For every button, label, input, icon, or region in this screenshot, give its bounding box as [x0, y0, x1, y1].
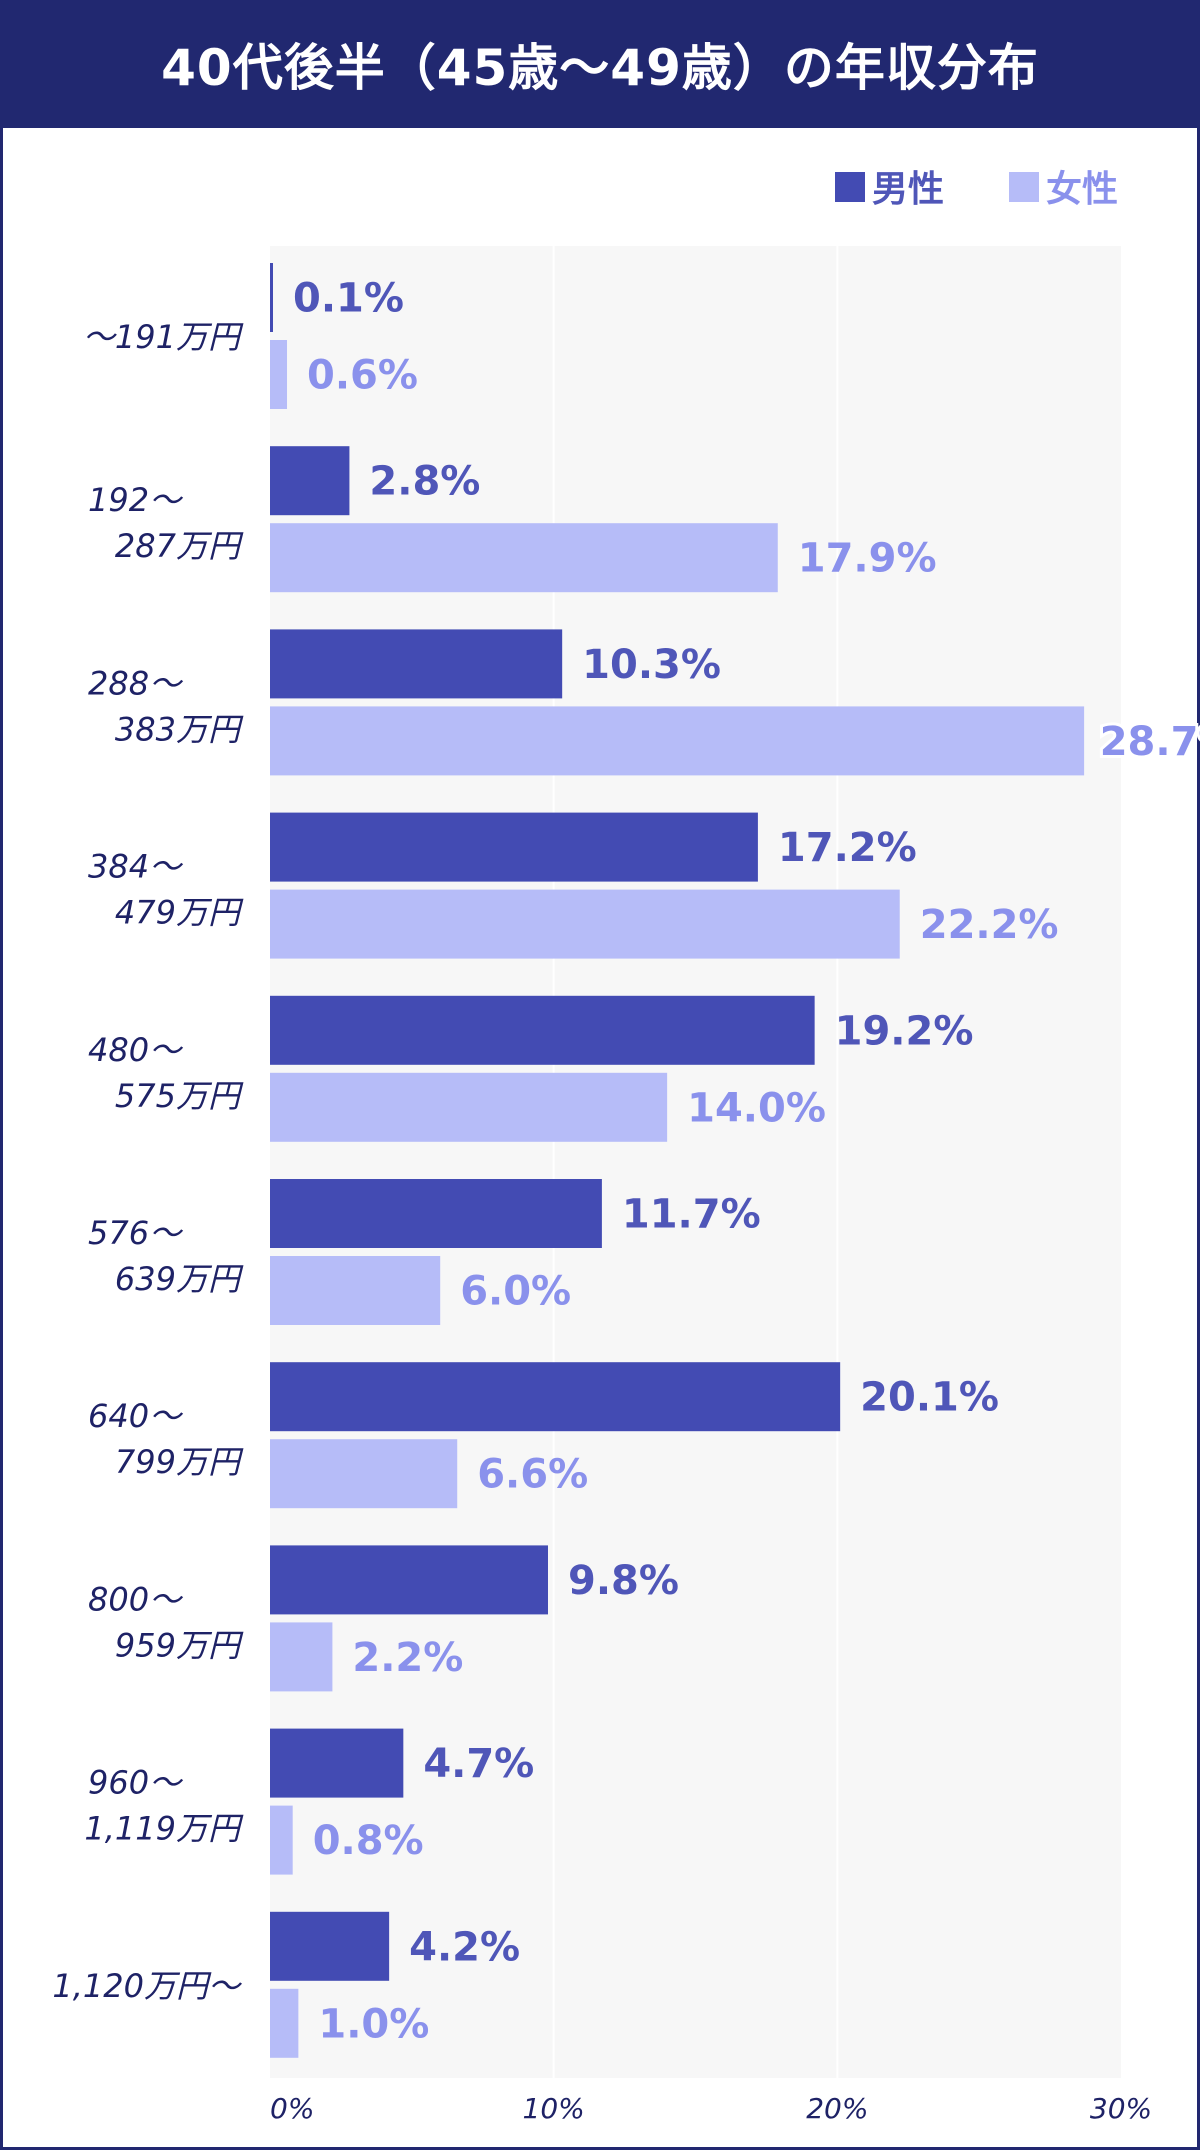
- female-value-label: 6.0%: [460, 1269, 571, 1315]
- male-value-label: 0.1%: [293, 276, 404, 322]
- category-label-line1: 640〜: [88, 1397, 184, 1435]
- female-bar: [270, 1072, 668, 1142]
- male-value-label: 17.2%: [778, 825, 917, 871]
- category-label-line2: 959万円: [115, 1626, 244, 1664]
- category-label-line2: 639万円: [115, 1260, 244, 1298]
- male-bar: [270, 446, 350, 516]
- female-bar: [270, 706, 1085, 776]
- female-value-label: 28.7%: [1100, 719, 1200, 765]
- female-bar: [270, 1256, 441, 1325]
- category-label-line1: 192〜: [88, 481, 184, 519]
- plot-area: [270, 246, 1121, 2078]
- category-label-line2: 1,119万円: [84, 1810, 244, 1848]
- legend-swatch-female: [1009, 172, 1039, 202]
- x-tick-label: 30%: [1090, 2092, 1152, 2125]
- female-value-label: 2.2%: [352, 1635, 463, 1681]
- male-value-label: 11.7%: [622, 1192, 761, 1238]
- male-value-label: 10.3%: [582, 642, 721, 688]
- male-value-label: 4.7%: [423, 1741, 534, 1787]
- male-value-label: 19.2%: [835, 1008, 974, 1054]
- x-tick-label: 0%: [270, 2092, 314, 2125]
- category-label-line1: 800〜: [88, 1580, 184, 1618]
- female-bar: [270, 1988, 299, 2058]
- male-bar: [270, 1179, 602, 1248]
- female-bar: [270, 1439, 458, 1509]
- female-value-label: 14.0%: [687, 1085, 826, 1131]
- category-label-line2: 575万円: [115, 1077, 244, 1115]
- category-label-line1: 480〜: [88, 1031, 184, 1069]
- male-value-label: 9.8%: [568, 1558, 679, 1604]
- female-value-label: 0.6%: [307, 353, 418, 399]
- female-value-label: 1.0%: [318, 2001, 429, 2047]
- category-label-line1: 288〜: [88, 664, 184, 702]
- category-label-line1: 960〜: [88, 1764, 184, 1802]
- male-bar: [270, 812, 758, 882]
- female-bar: [270, 1805, 293, 1875]
- male-value-label: 20.1%: [860, 1375, 999, 1421]
- category-label-line2: 287万円: [115, 527, 244, 565]
- female-value-label: 17.9%: [798, 536, 937, 582]
- male-bar: [270, 263, 273, 332]
- male-bar: [270, 1545, 548, 1615]
- legend-label-female: 女性: [1046, 169, 1118, 210]
- x-tick-label: 20%: [806, 2092, 868, 2125]
- female-value-label: 6.6%: [477, 1452, 588, 1498]
- female-bar: [270, 340, 288, 409]
- male-bar: [270, 1911, 390, 1981]
- category-label-line2: 383万円: [115, 710, 244, 748]
- category-label-line2: 479万円: [115, 894, 244, 932]
- category-label-line1: 384〜: [88, 848, 184, 886]
- male-value-label: 4.2%: [409, 1924, 520, 1970]
- category-label-line1: 576〜: [88, 1214, 184, 1252]
- male-bar: [270, 1728, 404, 1798]
- category-label-line2: 799万円: [115, 1443, 244, 1481]
- chart-title: 40代後半（45歳〜49歳）の年収分布: [0, 0, 1200, 128]
- x-tick-label: 10%: [523, 2092, 585, 2125]
- legend-label-male: 男性: [872, 169, 944, 210]
- category-label: 〜191万円: [83, 318, 244, 356]
- legend: 男性 女性: [835, 169, 1118, 210]
- legend-swatch-male: [835, 172, 865, 202]
- female-bar: [270, 523, 778, 593]
- male-bar: [270, 1362, 841, 1432]
- female-bar: [270, 889, 900, 959]
- male-value-label: 2.8%: [369, 459, 480, 505]
- male-bar: [270, 629, 563, 699]
- male-bar: [270, 995, 815, 1065]
- category-label: 1,120万円〜: [52, 1967, 243, 2005]
- female-value-label: 0.8%: [313, 1818, 424, 1864]
- female-bar: [270, 1622, 333, 1692]
- female-value-label: 22.2%: [920, 902, 1059, 948]
